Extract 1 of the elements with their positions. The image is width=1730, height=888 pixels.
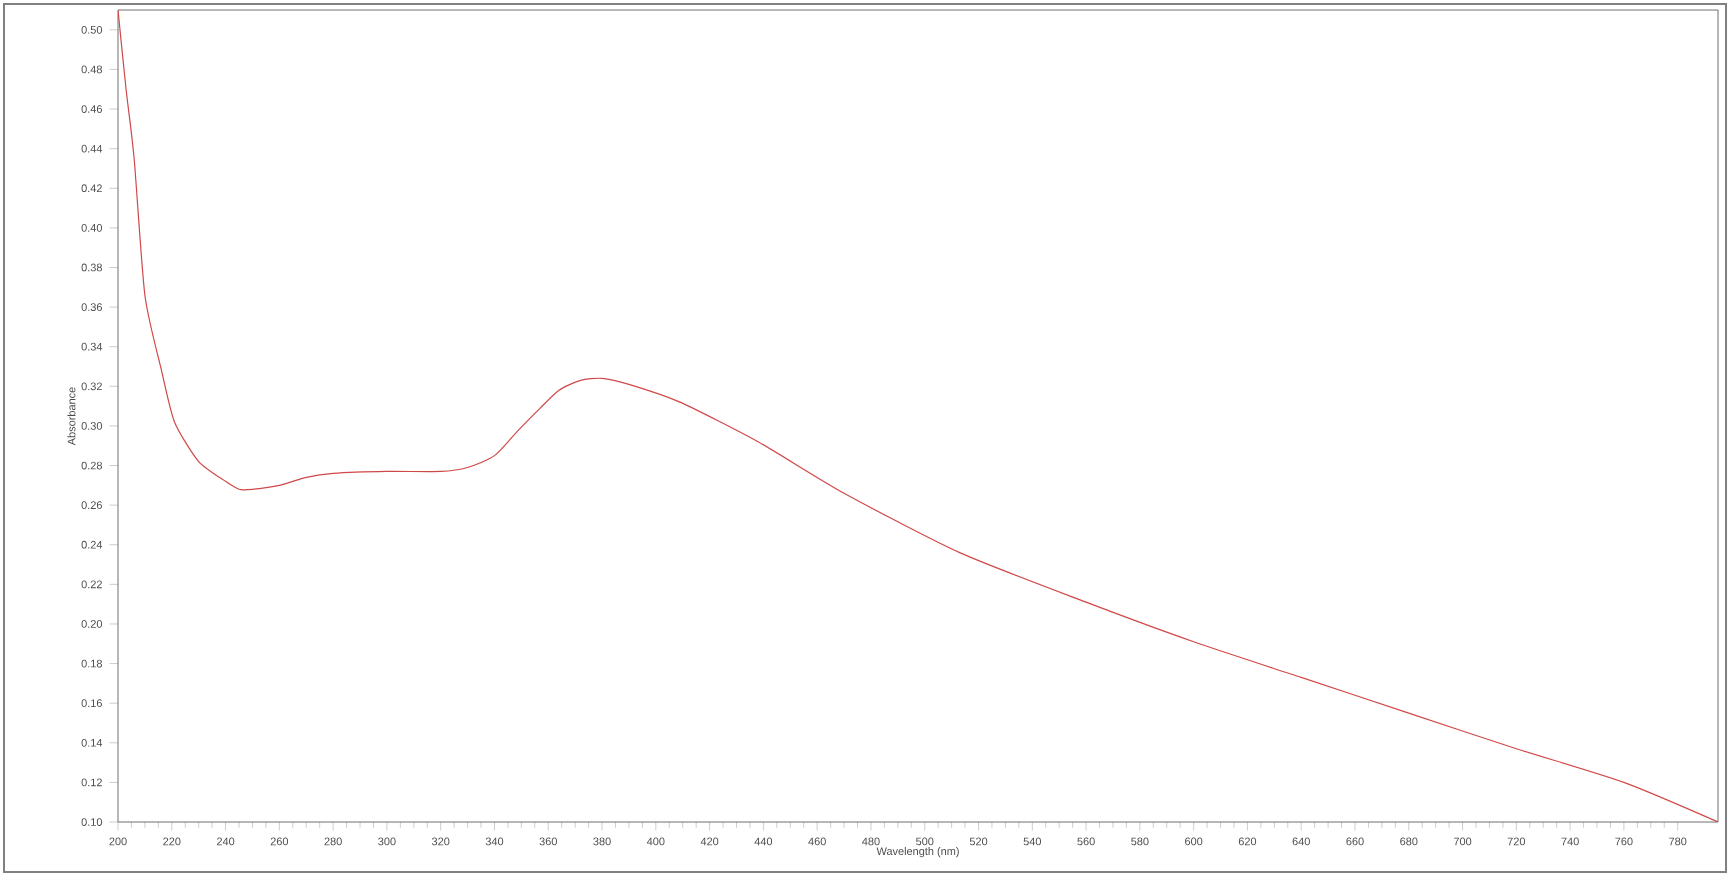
line-series [118,10,1719,823]
